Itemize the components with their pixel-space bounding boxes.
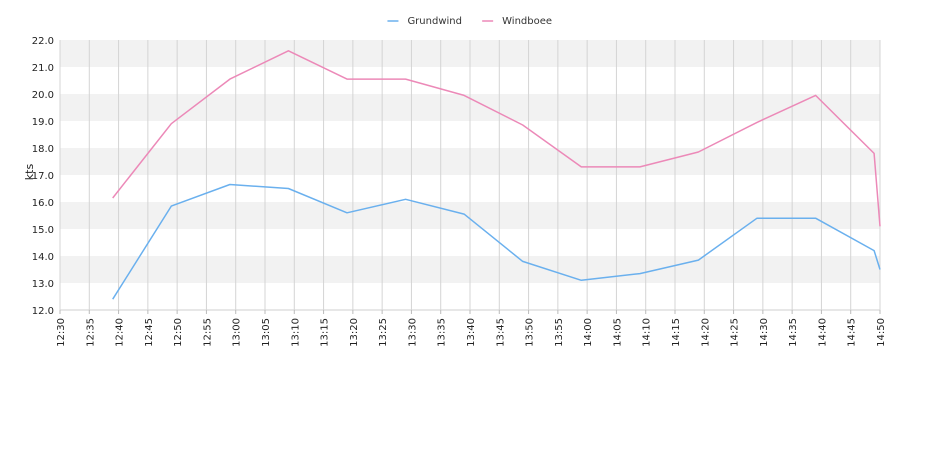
y-tick-label: 18.0: [32, 144, 54, 155]
x-tick-label: 12:30: [56, 318, 67, 347]
x-tick-label: 13:25: [378, 318, 389, 347]
x-tick-label: 13:20: [349, 318, 360, 347]
legend-item-grundwind[interactable]: Grundwind: [387, 16, 462, 27]
x-tick-label: 12:50: [173, 318, 184, 347]
x-tick-label: 12:45: [144, 318, 155, 347]
legend-label: Windboee: [502, 16, 552, 27]
y-tick-label: 20.0: [32, 90, 54, 101]
x-tick-label: 12:40: [115, 318, 126, 347]
series-line-windboee: [112, 50, 881, 227]
y-tick-label: 16.0: [32, 198, 54, 209]
y-axis-label: kts: [23, 164, 36, 181]
x-tick-label: 14:50: [876, 318, 887, 347]
x-tick-label: 13:55: [554, 318, 565, 347]
y-axis-ticks: 12.0 13.0 14.0 15.0 16.0 17.0 18.0 19.0 20.0 21.0…: [32, 36, 54, 317]
vertical-gridlines: [59, 40, 881, 310]
x-tick-label: 13:40: [466, 318, 477, 347]
x-tick-label: 13:30: [407, 318, 418, 347]
x-tick-label: 13:10: [290, 318, 301, 347]
legend[interactable]: Grundwind Windboee: [387, 16, 552, 27]
x-tick-label: 14:35: [788, 318, 799, 347]
x-tick-label: 14:00: [583, 318, 594, 347]
legend-label: Grundwind: [407, 16, 462, 27]
x-tick-label: 14:40: [817, 318, 828, 347]
x-tick-label: 12:35: [85, 318, 96, 347]
x-tick-label: 13:35: [437, 318, 448, 347]
y-tick-label: 13.0: [32, 279, 54, 290]
x-tick-label: 13:00: [232, 318, 243, 347]
x-tick-label: 14:45: [847, 318, 858, 347]
x-tick-label: 14:30: [759, 318, 770, 347]
x-tick-label: 12:55: [202, 318, 213, 347]
y-tick-label: 19.0: [32, 117, 54, 128]
x-tick-label: 13:45: [495, 318, 506, 347]
y-tick-label: 21.0: [32, 63, 54, 74]
x-tick-label: 14:15: [671, 318, 682, 347]
y-tick-label: 12.0: [32, 306, 54, 317]
x-tick-label: 13:05: [261, 318, 272, 347]
y-tick-label: 15.0: [32, 225, 54, 236]
x-tick-label: 13:50: [525, 318, 536, 347]
x-tick-label: 14:20: [700, 318, 711, 347]
x-axis-ticks: 12:30 12:35 12:40 12:45 12:50 12:55 13:00 13:05…: [56, 310, 887, 347]
x-tick-label: 14:05: [612, 318, 623, 347]
y-tick-label: 22.0: [32, 36, 54, 47]
x-tick-label: 14:10: [642, 318, 653, 347]
y-tick-label: 17.0: [32, 171, 54, 182]
x-tick-label: 14:25: [730, 318, 741, 347]
series-line-grundwind: [112, 183, 881, 300]
legend-item-windboee[interactable]: Windboee: [482, 16, 552, 27]
y-tick-label: 14.0: [32, 252, 54, 263]
series-lines: [112, 50, 881, 300]
x-tick-label: 13:15: [320, 318, 331, 347]
